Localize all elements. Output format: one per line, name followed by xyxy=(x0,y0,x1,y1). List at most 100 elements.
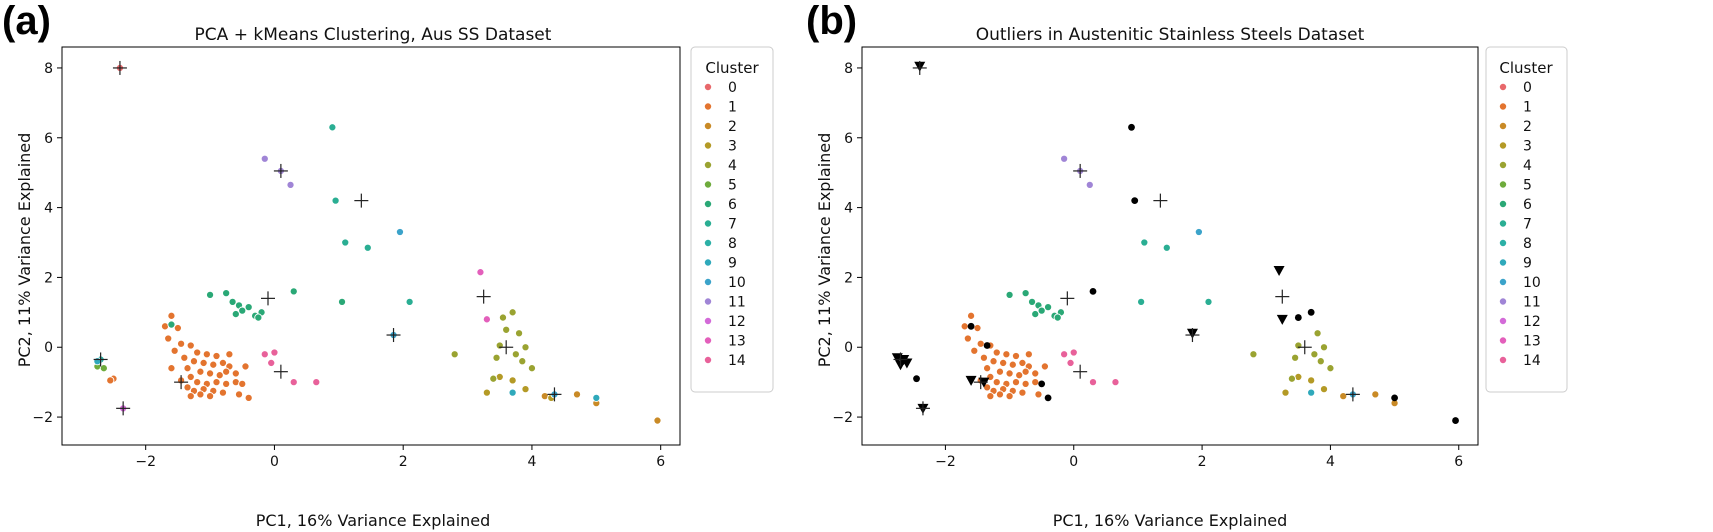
data-point-cluster-14 xyxy=(1060,350,1069,359)
data-point-cluster-2 xyxy=(1371,390,1380,399)
legend-entry-9: 9 xyxy=(728,256,737,272)
legend-marker-13 xyxy=(1499,336,1508,345)
legend-entry-10: 10 xyxy=(1523,275,1541,291)
x-tick-label: 4 xyxy=(527,454,536,470)
data-point-cluster-1 xyxy=(186,341,195,350)
data-point-cluster-4 xyxy=(498,313,508,322)
legend-entry-11: 11 xyxy=(1523,295,1541,311)
data-point-cluster-1 xyxy=(209,360,218,369)
x-tick-label: 6 xyxy=(1454,454,1463,470)
data-point-cluster-1 xyxy=(222,367,231,376)
panel-a: (a) PCA + kMeans Clustering, Aus SS Data… xyxy=(2,0,774,530)
legend-entry-1: 1 xyxy=(728,100,737,116)
data-point-cluster-4 xyxy=(527,364,536,373)
data-point-cluster-4 xyxy=(508,308,517,317)
data-point-cluster-1 xyxy=(1018,388,1027,397)
data-point-cluster-14 xyxy=(1066,358,1075,368)
data-point-cluster-1 xyxy=(1002,350,1011,359)
data-point-cluster-1 xyxy=(212,378,221,387)
centroid-marker xyxy=(476,289,491,304)
legend-marker-3 xyxy=(1499,141,1508,150)
legend-marker-0 xyxy=(1499,83,1508,92)
outlier-point xyxy=(1391,394,1398,402)
plot-frame xyxy=(61,46,681,446)
legend-marker-7 xyxy=(704,219,713,228)
centroid-marker xyxy=(912,60,927,75)
outlier-point xyxy=(1089,287,1097,295)
x-axis-label-a: PC1, 16% Variance Explained xyxy=(256,511,491,530)
data-point-cluster-1 xyxy=(241,362,250,371)
data-point-cluster-6 xyxy=(1021,289,1030,298)
data-point-cluster-6 xyxy=(238,306,247,315)
legend-entry-2: 2 xyxy=(1523,119,1532,135)
data-point-cluster-10 xyxy=(395,227,405,237)
legend-entry-9: 9 xyxy=(1523,256,1532,272)
y-axis-label-b: PC2, 11% Variance Explained xyxy=(815,133,834,368)
x-tick-label: 2 xyxy=(399,454,408,470)
data-point-cluster-6 xyxy=(1005,290,1014,299)
legend-entry-0: 0 xyxy=(1523,80,1532,96)
legend-entry-0: 0 xyxy=(728,80,737,96)
data-point-cluster-3 xyxy=(508,376,517,385)
centroid-marker xyxy=(499,340,514,355)
data-point-cluster-6 xyxy=(1044,303,1053,312)
data-point-cluster-3 xyxy=(1281,388,1290,397)
y-tick-label: −2 xyxy=(32,410,53,426)
centroid-marker xyxy=(116,401,131,416)
data-point-cluster-14 xyxy=(260,350,269,359)
data-point-cluster-1 xyxy=(1015,371,1024,380)
legend-marker-11 xyxy=(704,297,713,306)
outlier-point xyxy=(913,375,920,383)
legend-marker-5 xyxy=(1499,180,1508,189)
data-point-cluster-4 xyxy=(521,343,530,352)
data-point-cluster-1 xyxy=(973,323,982,333)
y-tick-label: 6 xyxy=(44,131,53,147)
legend-marker-6 xyxy=(1499,199,1508,208)
data-point-cluster-6 xyxy=(222,289,231,298)
data-point-cluster-1 xyxy=(193,348,202,357)
centroid-marker xyxy=(273,163,288,178)
centroid-marker xyxy=(1345,387,1360,402)
data-point-cluster-1 xyxy=(196,390,205,399)
data-point-cluster-4 xyxy=(502,325,511,334)
legend-entry-3: 3 xyxy=(1523,139,1532,155)
data-point-cluster-1 xyxy=(986,392,995,401)
legend-title-b: Cluster xyxy=(1499,59,1553,77)
data-point-cluster-14 xyxy=(312,378,321,387)
data-point-cluster-1 xyxy=(231,369,240,378)
centroid-marker xyxy=(915,401,930,416)
data-point-cluster-1 xyxy=(206,369,215,378)
data-point-cluster-6 xyxy=(289,287,298,296)
data-point-cluster-4 xyxy=(495,341,504,350)
centroid-marker xyxy=(273,364,288,379)
legend-box xyxy=(690,46,774,393)
data-point-cluster-4 xyxy=(1310,350,1319,359)
data-point-cluster-9 xyxy=(592,393,601,402)
data-point-cluster-1 xyxy=(995,367,1005,376)
data-point-cluster-14 xyxy=(1069,348,1078,357)
data-point-cluster-11 xyxy=(1060,154,1069,163)
data-point-cluster-14 xyxy=(289,378,298,387)
data-point-cluster-9 xyxy=(93,357,102,366)
chart-title-b: Outliers in Austenitic Stainless Steels … xyxy=(976,25,1365,45)
data-point-cluster-9 xyxy=(508,388,517,397)
outlier-point xyxy=(1128,123,1135,131)
data-point-cluster-1 xyxy=(960,322,969,331)
data-point-cluster-1 xyxy=(218,388,227,397)
legend-entry-5: 5 xyxy=(1523,178,1532,194)
data-point-cluster-1 xyxy=(1031,369,1040,378)
legend-entry-7: 7 xyxy=(1523,217,1532,233)
data-point-cluster-1 xyxy=(183,383,192,392)
data-point-cluster-11 xyxy=(1085,180,1094,189)
legend-marker-13 xyxy=(704,336,713,345)
data-point-cluster-6 xyxy=(231,310,240,319)
data-point-cluster-1 xyxy=(199,358,208,368)
x-tick-label: 6 xyxy=(656,454,665,470)
data-point-cluster-10 xyxy=(1194,227,1203,237)
data-point-cluster-1 xyxy=(983,364,992,373)
data-point-cluster-1 xyxy=(989,357,998,366)
y-tick-label: 8 xyxy=(44,61,53,77)
centroid-marker xyxy=(893,352,908,367)
data-point-cluster-2 xyxy=(653,416,662,425)
data-point-cluster-1 xyxy=(186,392,195,401)
